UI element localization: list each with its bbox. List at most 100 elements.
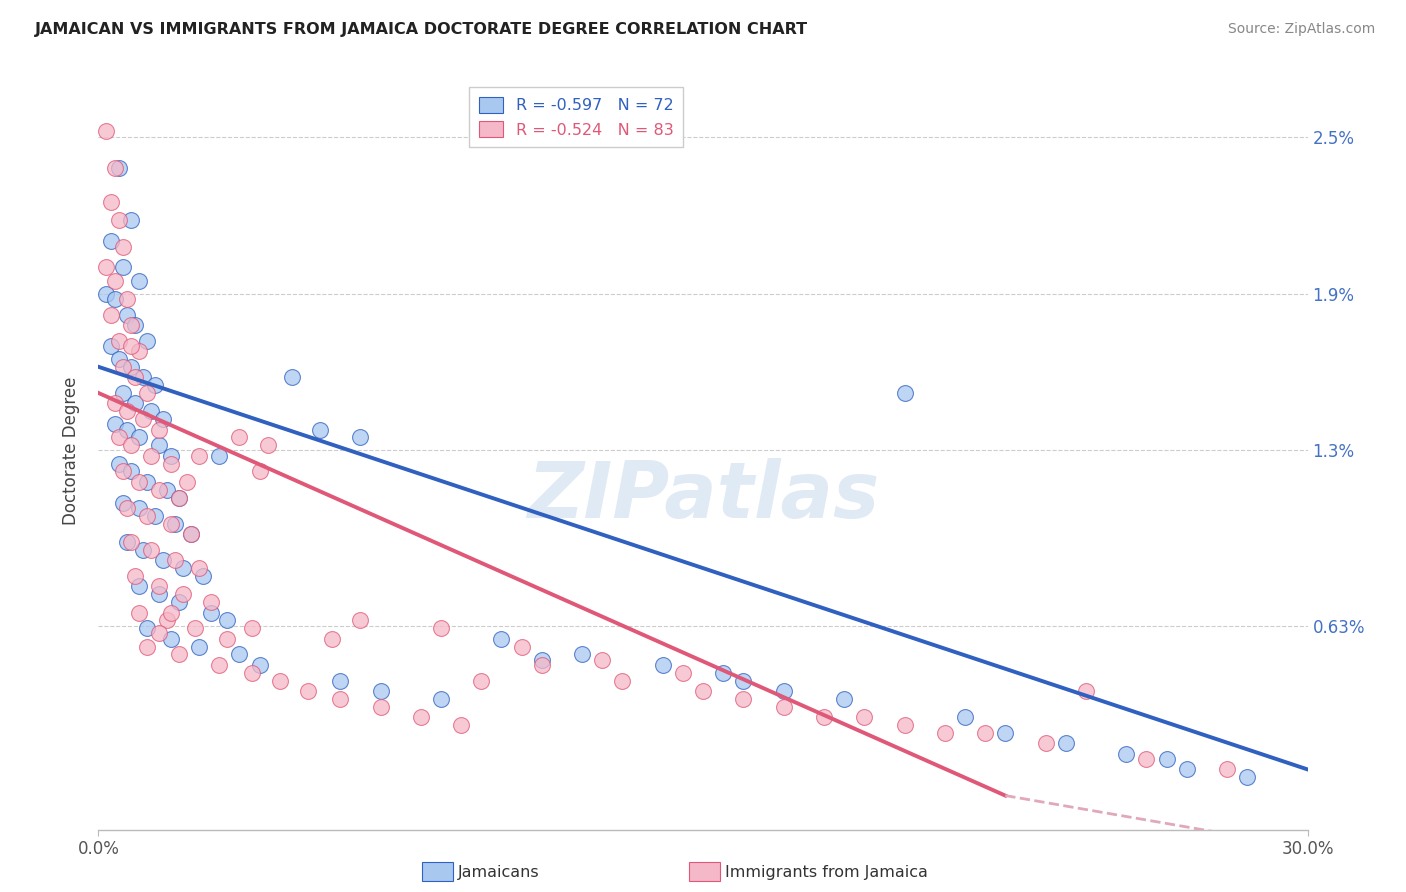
Point	[772, 699, 794, 714]
Point	[103, 161, 125, 175]
Point	[200, 595, 222, 609]
Point	[167, 648, 190, 662]
Point	[430, 621, 453, 635]
Point	[1216, 763, 1239, 777]
Point	[208, 449, 231, 463]
Point	[135, 334, 157, 348]
Point	[240, 665, 263, 680]
Point	[167, 491, 190, 505]
Point	[217, 614, 239, 628]
Point	[994, 726, 1017, 740]
Point	[510, 640, 533, 654]
Point	[934, 726, 956, 740]
Point	[111, 496, 134, 510]
Point	[1175, 763, 1198, 777]
Point	[672, 665, 695, 680]
Point	[160, 632, 183, 646]
Point	[193, 569, 215, 583]
Point	[100, 308, 122, 322]
Point	[111, 386, 134, 401]
Point	[188, 449, 211, 463]
Point	[135, 508, 157, 523]
Point	[135, 621, 157, 635]
Point	[160, 457, 183, 471]
Point	[953, 710, 976, 724]
Point	[349, 614, 371, 628]
Point	[733, 673, 755, 688]
Point	[167, 491, 190, 505]
Point	[148, 587, 170, 601]
Point	[163, 516, 186, 531]
Point	[115, 535, 138, 549]
Point	[1156, 752, 1178, 766]
Point	[167, 595, 190, 609]
Point	[135, 475, 157, 489]
Point	[124, 370, 146, 384]
Point	[813, 710, 835, 724]
Point	[156, 483, 179, 497]
Point	[733, 691, 755, 706]
Point	[135, 386, 157, 401]
Point	[281, 370, 304, 384]
Point	[128, 344, 150, 359]
Point	[160, 516, 183, 531]
Point	[96, 286, 118, 301]
Point	[128, 475, 150, 489]
Point	[249, 657, 271, 672]
Point	[156, 614, 179, 628]
Point	[139, 542, 162, 557]
Point	[974, 726, 997, 740]
Point	[409, 710, 432, 724]
Point	[139, 404, 162, 418]
Point	[115, 423, 138, 437]
Point	[571, 648, 593, 662]
Point	[152, 412, 174, 426]
Point	[591, 652, 613, 666]
Point	[111, 464, 134, 478]
Point	[107, 161, 129, 175]
Point	[120, 339, 142, 353]
Point	[176, 475, 198, 489]
Point	[228, 430, 250, 444]
Point	[148, 626, 170, 640]
Point	[148, 579, 170, 593]
Point	[111, 239, 134, 253]
Point	[103, 417, 125, 432]
Point	[111, 359, 134, 374]
Point	[128, 500, 150, 515]
Point	[530, 652, 553, 666]
Point	[115, 292, 138, 306]
Point	[430, 691, 453, 706]
Point	[128, 606, 150, 620]
Point	[853, 710, 876, 724]
Legend: R = -0.597   N = 72, R = -0.524   N = 83: R = -0.597 N = 72, R = -0.524 N = 83	[470, 87, 683, 147]
Point	[450, 718, 472, 732]
Point	[148, 423, 170, 437]
Point	[103, 273, 125, 287]
Text: Jamaicans: Jamaicans	[458, 865, 540, 880]
Point	[160, 606, 183, 620]
Point	[1236, 770, 1258, 784]
Point	[128, 273, 150, 287]
Point	[103, 292, 125, 306]
Point	[612, 673, 634, 688]
Point	[1135, 752, 1157, 766]
Point	[1054, 736, 1077, 750]
Point	[651, 657, 673, 672]
Point	[115, 308, 138, 322]
Point	[163, 553, 186, 567]
Point	[893, 718, 915, 732]
Point	[370, 684, 392, 698]
Y-axis label: Doctorate Degree: Doctorate Degree	[62, 376, 80, 524]
Text: Immigrants from Jamaica: Immigrants from Jamaica	[725, 865, 928, 880]
Point	[96, 124, 118, 138]
Point	[172, 561, 194, 575]
Point	[107, 334, 129, 348]
Point	[132, 542, 155, 557]
Point	[309, 423, 332, 437]
Point	[132, 370, 155, 384]
Point	[120, 359, 142, 374]
Point	[100, 339, 122, 353]
Point	[139, 449, 162, 463]
Point	[135, 640, 157, 654]
